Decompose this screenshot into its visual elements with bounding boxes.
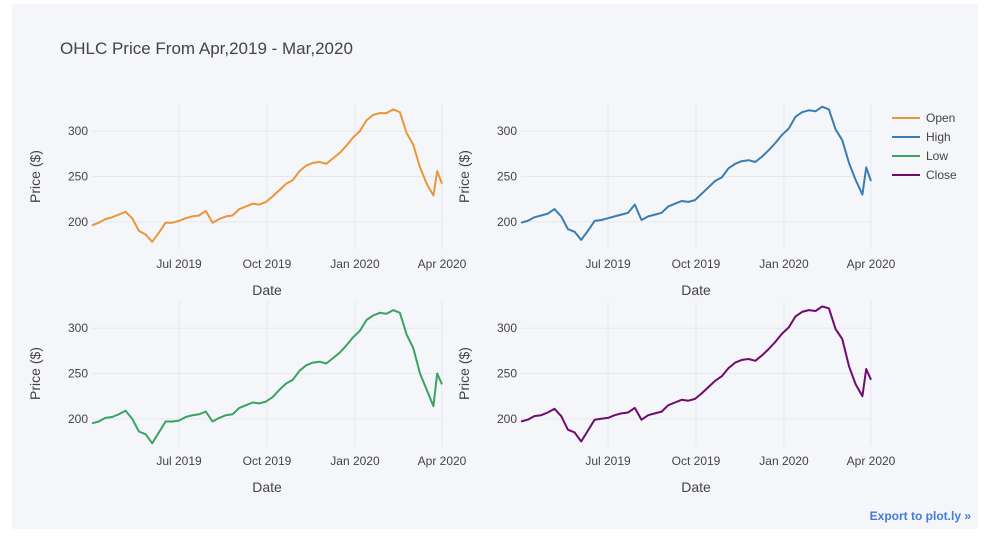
x-tick-label: Oct 2019	[243, 454, 292, 468]
y-axis-title: Price ($)	[27, 150, 43, 203]
x-tick-label: Jan 2020	[330, 257, 380, 271]
x-tick-label: Jul 2019	[156, 454, 202, 468]
x-tick-label: Jan 2020	[759, 257, 809, 271]
y-tick-label: 250	[68, 367, 88, 381]
series-line-open	[91, 108, 443, 243]
y-tick-label: 250	[68, 170, 88, 184]
x-axis-title: Date	[252, 282, 282, 298]
y-tick-label: 300	[68, 124, 88, 138]
x-tick-label: Apr 2020	[418, 257, 467, 271]
ohlc-chart: OHLC Price From Apr,2019 - Mar,2020 Jul …	[27, 39, 957, 495]
x-tick-label: Jul 2019	[156, 257, 202, 271]
x-tick-label: Oct 2019	[243, 257, 292, 271]
y-axis-title: Price ($)	[456, 150, 472, 203]
series-line-high	[520, 105, 872, 241]
y-tick-label: 300	[68, 321, 88, 335]
series-line-close	[520, 305, 872, 443]
x-axis-title: Date	[681, 282, 711, 298]
legend-item-high[interactable]: High	[926, 130, 951, 144]
x-tick-label: Apr 2020	[418, 454, 467, 468]
x-tick-label: Jul 2019	[585, 454, 631, 468]
x-axis-title: Date	[252, 479, 282, 495]
legend-item-close[interactable]: Close	[926, 168, 957, 182]
y-tick-label: 200	[68, 215, 88, 229]
y-axis-title: Price ($)	[27, 347, 43, 400]
x-tick-label: Jan 2020	[330, 454, 380, 468]
chart-container: OHLC Price From Apr,2019 - Mar,2020 Jul …	[12, 4, 978, 529]
x-tick-label: Oct 2019	[672, 454, 721, 468]
y-tick-label: 200	[68, 412, 88, 426]
y-tick-label: 250	[497, 367, 517, 381]
y-tick-label: 200	[497, 215, 517, 229]
x-tick-label: Jan 2020	[759, 454, 809, 468]
y-tick-label: 300	[497, 321, 517, 335]
chart-title: OHLC Price From Apr,2019 - Mar,2020	[60, 39, 353, 58]
legend-item-open[interactable]: Open	[926, 111, 955, 125]
y-axis-title: Price ($)	[456, 347, 472, 400]
x-tick-label: Apr 2020	[847, 454, 896, 468]
y-tick-label: 200	[497, 412, 517, 426]
legend-item-low[interactable]: Low	[926, 149, 948, 163]
y-tick-label: 300	[497, 124, 517, 138]
y-tick-label: 250	[497, 170, 517, 184]
series-line-low	[91, 309, 443, 445]
x-tick-label: Oct 2019	[672, 257, 721, 271]
export-link[interactable]: Export to plot.ly »	[869, 509, 971, 523]
x-axis-title: Date	[681, 479, 711, 495]
x-tick-label: Apr 2020	[847, 257, 896, 271]
x-tick-label: Jul 2019	[585, 257, 631, 271]
